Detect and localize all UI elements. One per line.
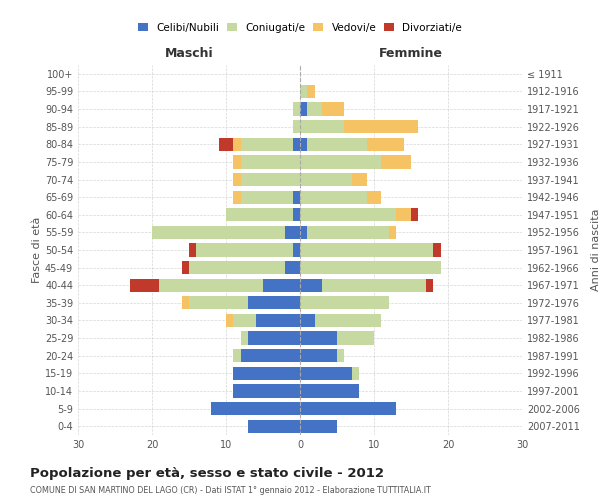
Bar <box>426 278 433 292</box>
Bar <box>248 296 300 310</box>
Bar <box>300 190 367 204</box>
Bar <box>307 85 315 98</box>
Bar <box>300 156 382 168</box>
Bar <box>218 138 233 151</box>
Text: Maschi: Maschi <box>164 46 214 60</box>
Bar <box>382 156 411 168</box>
Bar <box>300 138 307 151</box>
Bar <box>241 156 300 168</box>
Bar <box>300 349 337 362</box>
Bar <box>248 332 300 344</box>
Bar <box>196 244 293 256</box>
Bar <box>233 156 241 168</box>
Bar <box>241 173 300 186</box>
Bar <box>130 278 160 292</box>
Bar <box>307 226 389 239</box>
Bar <box>300 278 322 292</box>
Bar <box>300 314 315 327</box>
Bar <box>352 366 359 380</box>
Bar <box>389 226 396 239</box>
Bar <box>226 208 293 222</box>
Bar <box>293 102 300 116</box>
Bar <box>293 208 300 222</box>
Bar <box>211 402 300 415</box>
Y-axis label: Fasce di età: Fasce di età <box>32 217 42 283</box>
Text: Popolazione per età, sesso e stato civile - 2012: Popolazione per età, sesso e stato civil… <box>30 468 384 480</box>
Bar <box>300 208 396 222</box>
Bar <box>285 226 300 239</box>
Bar <box>300 120 344 134</box>
Bar <box>293 120 300 134</box>
Bar <box>233 190 241 204</box>
Bar <box>300 244 433 256</box>
Bar <box>189 261 285 274</box>
Bar <box>300 332 337 344</box>
Bar <box>322 102 344 116</box>
Bar <box>352 173 367 186</box>
Bar <box>241 190 293 204</box>
Bar <box>233 314 256 327</box>
Bar <box>160 278 263 292</box>
Bar <box>182 261 189 274</box>
Bar <box>233 366 300 380</box>
Bar <box>322 278 426 292</box>
Bar <box>307 138 367 151</box>
Bar <box>300 261 440 274</box>
Bar <box>307 102 322 116</box>
Bar <box>433 244 440 256</box>
Bar <box>300 296 389 310</box>
Bar <box>344 120 418 134</box>
Bar <box>300 226 307 239</box>
Bar <box>367 190 382 204</box>
Bar <box>241 332 248 344</box>
Text: COMUNE DI SAN MARTINO DEL LAGO (CR) - Dati ISTAT 1° gennaio 2012 - Elaborazione : COMUNE DI SAN MARTINO DEL LAGO (CR) - Da… <box>30 486 431 495</box>
Bar <box>293 244 300 256</box>
Bar <box>315 314 382 327</box>
Bar <box>300 102 307 116</box>
Bar <box>293 190 300 204</box>
Y-axis label: Anni di nascita: Anni di nascita <box>591 209 600 291</box>
Bar <box>233 349 241 362</box>
Bar <box>241 349 300 362</box>
Bar <box>367 138 404 151</box>
Bar <box>226 314 233 327</box>
Bar <box>263 278 300 292</box>
Bar <box>337 349 344 362</box>
Bar <box>233 138 241 151</box>
Bar <box>300 384 359 398</box>
Legend: Celibi/Nubili, Coniugati/e, Vedovi/e, Divorziati/e: Celibi/Nubili, Coniugati/e, Vedovi/e, Di… <box>134 18 466 36</box>
Bar <box>300 420 337 433</box>
Bar <box>152 226 285 239</box>
Bar <box>411 208 418 222</box>
Bar <box>233 173 241 186</box>
Text: Femmine: Femmine <box>379 46 443 60</box>
Bar <box>396 208 411 222</box>
Bar <box>241 138 293 151</box>
Bar <box>233 384 300 398</box>
Bar <box>300 85 307 98</box>
Bar <box>256 314 300 327</box>
Bar <box>337 332 374 344</box>
Bar <box>300 402 396 415</box>
Bar <box>300 173 352 186</box>
Bar <box>189 296 248 310</box>
Bar <box>182 296 189 310</box>
Bar <box>189 244 196 256</box>
Bar <box>300 366 352 380</box>
Bar <box>285 261 300 274</box>
Bar <box>248 420 300 433</box>
Bar <box>293 138 300 151</box>
